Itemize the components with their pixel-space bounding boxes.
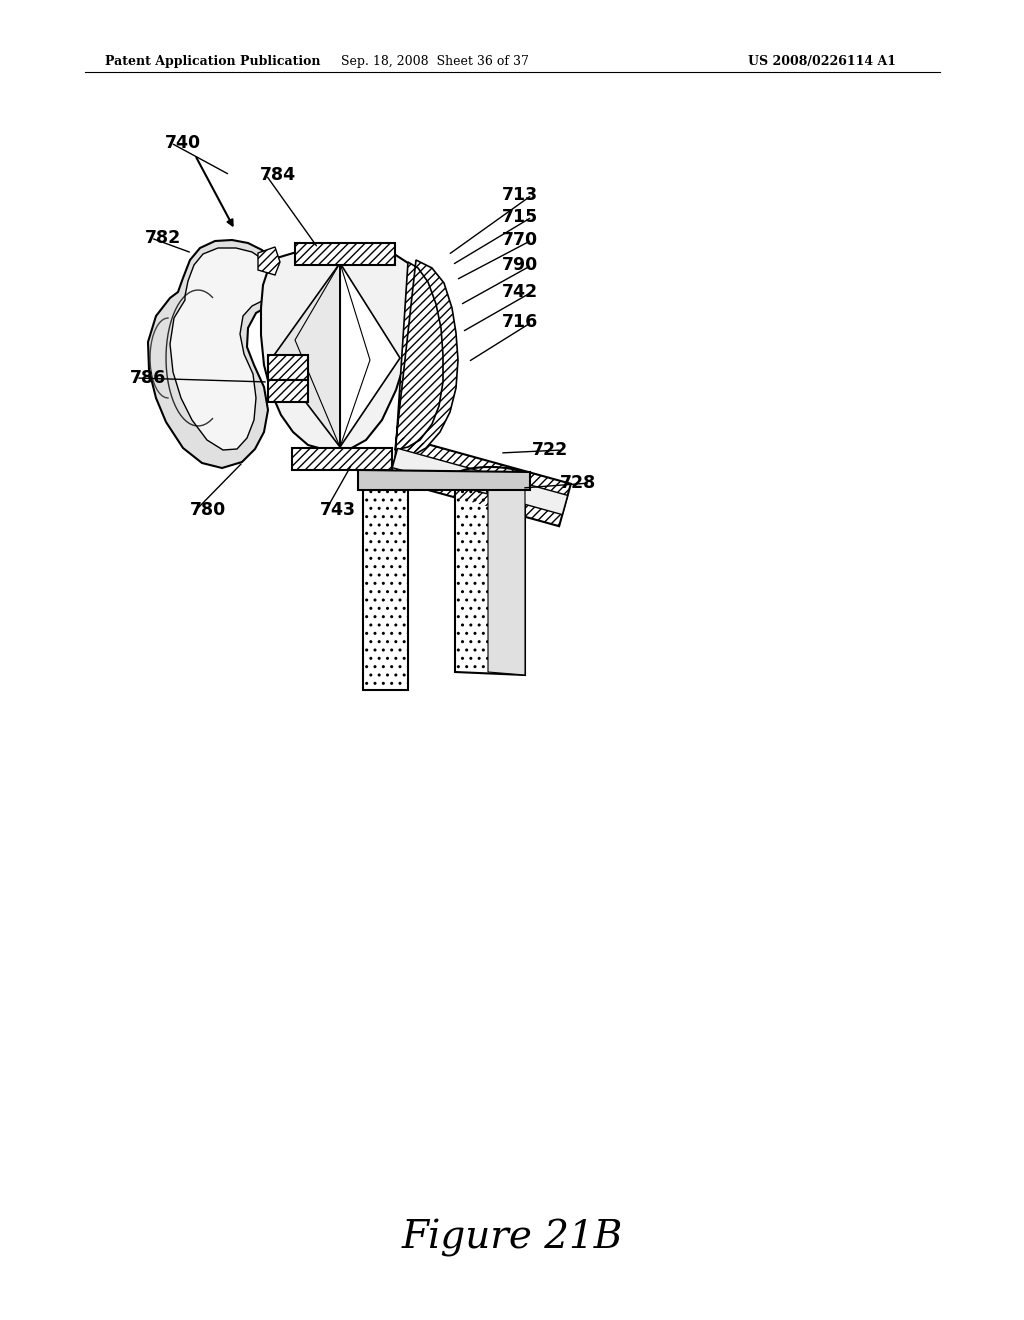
Polygon shape bbox=[455, 477, 525, 675]
Polygon shape bbox=[488, 477, 525, 675]
Bar bbox=[268, 380, 308, 403]
Polygon shape bbox=[148, 240, 280, 469]
Polygon shape bbox=[340, 263, 400, 447]
Text: Figure 21B: Figure 21B bbox=[401, 1218, 623, 1257]
Text: 786: 786 bbox=[130, 370, 166, 387]
Polygon shape bbox=[392, 449, 567, 515]
Polygon shape bbox=[261, 246, 416, 450]
Text: 713: 713 bbox=[502, 186, 538, 205]
Bar bbox=[295, 243, 395, 265]
Bar bbox=[268, 380, 308, 403]
Text: 782: 782 bbox=[144, 228, 181, 247]
Polygon shape bbox=[258, 247, 280, 275]
Text: 742: 742 bbox=[502, 282, 538, 301]
Text: 743: 743 bbox=[319, 502, 356, 519]
Polygon shape bbox=[362, 475, 408, 690]
Text: 722: 722 bbox=[531, 441, 568, 459]
Text: Patent Application Publication: Patent Application Publication bbox=[105, 55, 321, 69]
Polygon shape bbox=[358, 470, 530, 490]
Polygon shape bbox=[272, 263, 340, 447]
Text: 728: 728 bbox=[560, 474, 596, 492]
Text: US 2008/0226114 A1: US 2008/0226114 A1 bbox=[748, 55, 896, 69]
Text: 770: 770 bbox=[502, 231, 538, 249]
Text: 780: 780 bbox=[189, 502, 226, 519]
Bar bbox=[292, 447, 392, 470]
Text: Sep. 18, 2008  Sheet 36 of 37: Sep. 18, 2008 Sheet 36 of 37 bbox=[341, 55, 529, 69]
Text: 716: 716 bbox=[502, 313, 539, 331]
Text: 790: 790 bbox=[502, 256, 539, 275]
Polygon shape bbox=[395, 260, 458, 459]
Polygon shape bbox=[389, 437, 570, 527]
Text: 715: 715 bbox=[502, 209, 539, 226]
Bar bbox=[268, 355, 308, 380]
Bar bbox=[295, 243, 395, 265]
Text: 784: 784 bbox=[260, 166, 296, 183]
Polygon shape bbox=[170, 248, 270, 450]
Bar bbox=[268, 355, 308, 380]
Text: 740: 740 bbox=[165, 135, 201, 152]
Bar bbox=[292, 447, 392, 470]
